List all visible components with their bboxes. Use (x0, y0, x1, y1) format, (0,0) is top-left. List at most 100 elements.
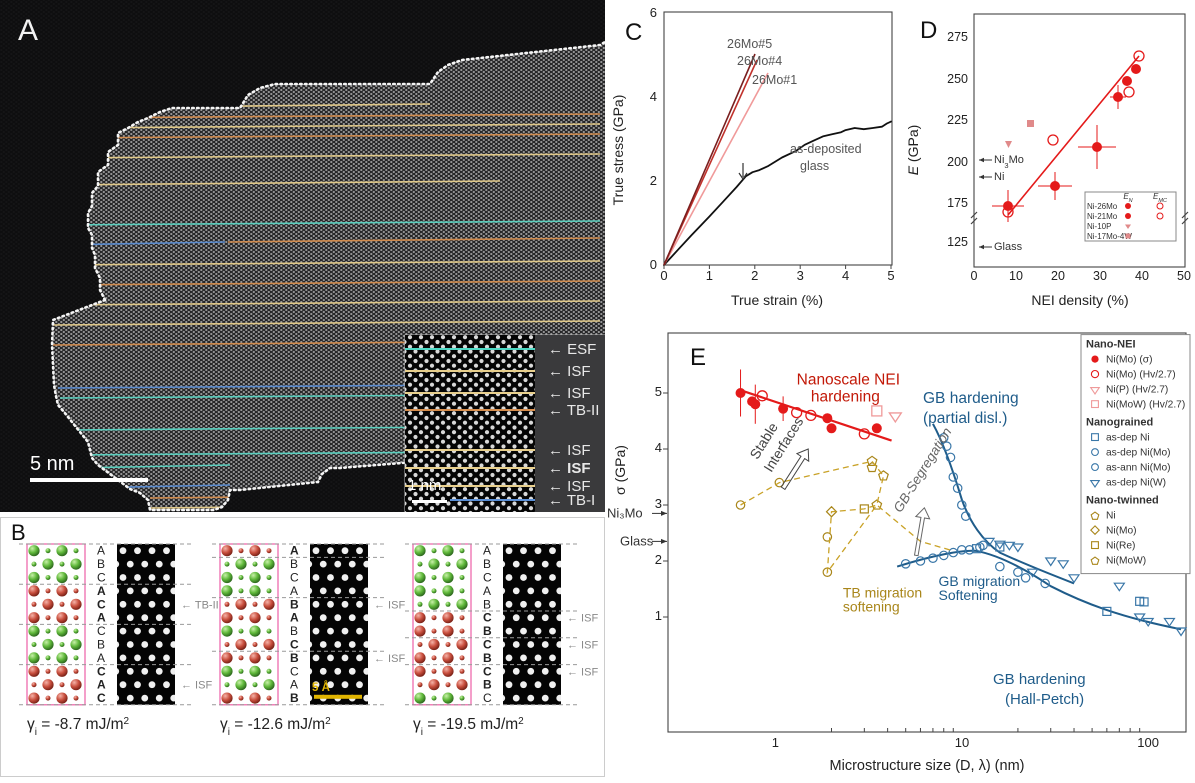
svg-text:A: A (483, 584, 491, 598)
svg-text:C: C (97, 664, 106, 678)
svg-text:C: C (97, 571, 106, 585)
svg-text:Ni(Re): Ni(Re) (1106, 541, 1135, 552)
svg-text:B: B (97, 638, 105, 652)
svg-text:NEI density (%): NEI density (%) (1031, 292, 1128, 308)
svg-text:Ni: Ni (994, 171, 1004, 183)
svg-text:40: 40 (1135, 269, 1149, 283)
svg-text:C: C (483, 664, 492, 678)
svg-text:E: E (690, 344, 706, 371)
svg-text:C: C (483, 638, 492, 652)
svg-text:275: 275 (947, 30, 968, 44)
svg-text:E (GPa): E (GPa) (905, 125, 921, 176)
svg-text:125: 125 (947, 235, 968, 249)
svg-text:← TB-I: ← TB-I (548, 492, 595, 509)
svg-text:1 nm: 1 nm (408, 477, 441, 494)
svg-text:GB-Segregation: GB-Segregation (891, 425, 955, 515)
svg-text:3: 3 (655, 496, 662, 511)
svg-text:← ISF: ← ISF (548, 363, 591, 380)
svg-text:1: 1 (655, 608, 662, 623)
svg-text:Ni₃Mo: Ni₃Mo (607, 505, 643, 520)
svg-text:0: 0 (660, 268, 667, 283)
svg-text:Ni(Mo) (Hv/2.7): Ni(Mo) (Hv/2.7) (1106, 370, 1176, 381)
svg-text:← ISF: ← ISF (181, 680, 212, 692)
svg-text:4: 4 (655, 440, 662, 455)
svg-text:← ISF: ← ISF (548, 442, 591, 459)
svg-text:20: 20 (1051, 269, 1065, 283)
svg-text:A: A (483, 544, 491, 558)
svg-text:softening: softening (843, 598, 900, 614)
svg-text:as-ann Ni(Mo): as-ann Ni(Mo) (1106, 463, 1171, 474)
svg-text:200: 200 (947, 155, 968, 169)
svg-text:Microstructure size (D, λ) (nm: Microstructure size (D, λ) (nm) (830, 758, 1025, 774)
svg-text:C: C (483, 571, 492, 585)
svg-text:as-dep Ni(Mo): as-dep Ni(Mo) (1106, 448, 1171, 459)
svg-text:3: 3 (797, 268, 804, 283)
svg-text:← TB-II: ← TB-II (181, 599, 219, 611)
svg-text:glass: glass (800, 159, 829, 173)
svg-text:← ESF: ← ESF (548, 341, 596, 358)
svg-text:Ni-26Mo: Ni-26Mo (1087, 202, 1118, 211)
svg-text:A: A (97, 584, 106, 598)
svg-text:← TB-II: ← TB-II (548, 402, 599, 419)
svg-text:A: A (18, 14, 38, 47)
svg-text:← ISF: ← ISF (548, 385, 591, 402)
svg-text:as-dep Ni: as-dep Ni (1106, 433, 1150, 444)
svg-text:4: 4 (650, 89, 657, 104)
svg-text:B: B (97, 557, 105, 571)
svg-text:A: A (290, 611, 299, 625)
svg-text:Ni: Ni (1106, 511, 1116, 522)
svg-text:B: B (290, 651, 299, 665)
svg-text:Nanograined: Nanograined (1086, 417, 1153, 429)
svg-text:A: A (290, 544, 299, 558)
svg-text:2: 2 (655, 552, 662, 567)
svg-text:C: C (97, 597, 106, 611)
svg-text:B: B (483, 678, 492, 692)
svg-text:← ISF: ← ISF (567, 666, 598, 678)
svg-text:B: B (483, 624, 492, 638)
svg-text:True strain (%): True strain (%) (731, 292, 823, 308)
svg-text:6: 6 (650, 5, 657, 20)
svg-text:Ni-21Mo: Ni-21Mo (1087, 212, 1118, 221)
svg-text:γi = -12.6 mJ/m2: γi = -12.6 mJ/m2 (220, 715, 331, 737)
svg-text:True stress (GPa): True stress (GPa) (610, 95, 626, 206)
svg-text:10: 10 (1009, 269, 1023, 283)
svg-text:250: 250 (947, 72, 968, 86)
svg-text:0: 0 (650, 257, 657, 272)
svg-text:30: 30 (1093, 269, 1107, 283)
svg-text:50: 50 (1177, 269, 1191, 283)
svg-text:GB hardening: GB hardening (993, 671, 1086, 688)
svg-text:as-dep Ni(W): as-dep Ni(W) (1106, 478, 1166, 489)
svg-text:Ni(MoW): Ni(MoW) (1106, 556, 1146, 567)
svg-text:C: C (97, 624, 106, 638)
svg-text:1: 1 (772, 735, 779, 750)
svg-text:Nano-NEI: Nano-NEI (1086, 339, 1136, 351)
svg-text:C: C (97, 691, 106, 705)
svg-text:A: A (97, 544, 105, 558)
svg-text:A: A (290, 678, 298, 692)
svg-text:0: 0 (971, 269, 978, 283)
svg-text:A: A (97, 651, 105, 665)
svg-text:← ISF: ← ISF (374, 653, 405, 665)
svg-text:GB hardening: GB hardening (923, 390, 1019, 407)
svg-text:5 nm: 5 nm (30, 453, 74, 475)
svg-text:B: B (290, 557, 298, 571)
svg-text:26Mo#4: 26Mo#4 (737, 54, 782, 68)
svg-text:175: 175 (947, 196, 968, 210)
svg-text:2: 2 (751, 268, 758, 283)
svg-text:A: A (290, 584, 298, 598)
svg-text:26Mo#1: 26Mo#1 (752, 73, 797, 87)
svg-text:D: D (920, 17, 937, 44)
svg-text:Nanoscale NEI: Nanoscale NEI (797, 372, 900, 389)
svg-text:5: 5 (655, 384, 662, 399)
svg-text:Ni(P) (Hv/2.7): Ni(P) (Hv/2.7) (1106, 385, 1168, 396)
svg-text:(Hall-Petch): (Hall-Petch) (1005, 691, 1084, 708)
svg-text:Glass: Glass (994, 241, 1023, 253)
svg-text:10: 10 (955, 735, 969, 750)
svg-text:100: 100 (1137, 735, 1159, 750)
svg-text:B: B (290, 624, 298, 638)
svg-text:4: 4 (842, 268, 849, 283)
svg-text:← ISF: ← ISF (567, 613, 598, 625)
svg-text:A: A (97, 611, 106, 625)
svg-text:Softening: Softening (939, 587, 998, 603)
svg-text:Ni3Mo: Ni3Mo (994, 154, 1024, 170)
